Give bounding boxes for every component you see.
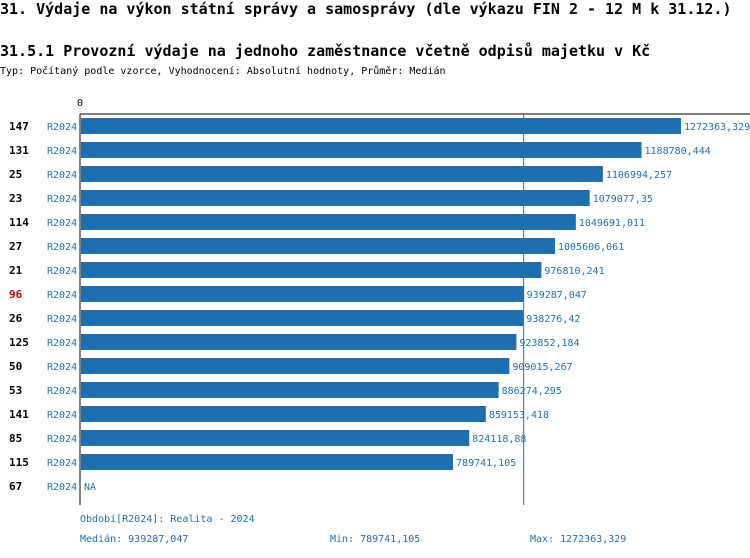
row-period-label: R2024: [47, 146, 77, 157]
bar-value-label: 1079077,35: [593, 194, 653, 205]
row-id-label: 25: [9, 168, 22, 181]
row-id-label: 115: [9, 456, 29, 469]
bar: [81, 430, 470, 446]
bar-value-label: NA: [84, 482, 96, 493]
bar: [81, 190, 590, 206]
bar: [81, 358, 510, 374]
bar: [81, 382, 499, 398]
row-id-label: 53: [9, 384, 22, 397]
bar-value-label: 1106994,257: [606, 170, 672, 181]
bar-value-label: 923852,184: [519, 338, 579, 349]
x-axis-tick-label: 0: [77, 98, 83, 109]
row-id-label: 26: [9, 312, 23, 325]
bar-value-label: 1049691,011: [579, 218, 645, 229]
bar: [81, 454, 454, 470]
row-id-label: 67: [9, 480, 22, 493]
footer-period: Období[R2024]: Realita - 2024: [80, 514, 255, 525]
row-period-label: R2024: [47, 314, 77, 325]
type-line: Typ: Počítaný podle vzorce, Vyhodnocení:…: [0, 66, 446, 77]
bar: [81, 334, 517, 350]
bar-value-label: 824118,88: [472, 434, 526, 445]
bar-value-label: 1188780,444: [645, 146, 711, 157]
bar: [81, 262, 542, 278]
bar: [81, 406, 486, 422]
row-period-label: R2024: [47, 266, 77, 277]
bar-value-label: 789741,105: [456, 458, 516, 469]
bar: [81, 310, 524, 326]
bar-value-label: 939287,047: [527, 290, 587, 301]
row-period-label: R2024: [47, 338, 77, 349]
row-id-label: 125: [9, 336, 29, 349]
row-period-label: R2024: [47, 362, 77, 373]
row-id-label: 141: [9, 408, 29, 421]
bar-value-label: 909015,267: [512, 362, 572, 373]
row-period-label: R2024: [47, 170, 77, 181]
row-id-label: 23: [9, 192, 22, 205]
bar: [81, 286, 524, 302]
row-period-label: R2024: [47, 482, 77, 493]
bar-value-label: 1005606,061: [558, 242, 624, 253]
footer-max: Max: 1272363,329: [530, 534, 627, 545]
row-period-label: R2024: [47, 410, 77, 421]
row-period-label: R2024: [47, 194, 77, 205]
row-id-label: 114: [9, 216, 29, 229]
row-period-label: R2024: [47, 386, 77, 397]
bar-value-label: 938276,42: [526, 314, 580, 325]
bar: [81, 214, 576, 230]
bar-value-label: 1272363,329: [684, 122, 750, 133]
row-id-label: 131: [9, 144, 29, 157]
row-period-label: R2024: [47, 122, 77, 133]
row-id-label: 96: [9, 288, 23, 301]
bar: [81, 118, 681, 134]
bar-chart: 0 147 R2024 1272363,329 131 R2024 1188780,444 2…: [9, 98, 750, 505]
row-id-label: 147: [9, 120, 29, 133]
row-period-label: R2024: [47, 434, 77, 445]
row-period-label: R2024: [47, 218, 77, 229]
row-id-label: 21: [9, 264, 23, 277]
row-id-label: 85: [9, 432, 22, 445]
bar: [81, 142, 642, 158]
bar-value-label: 859153,418: [489, 410, 549, 421]
row-id-label: 27: [9, 240, 22, 253]
row-period-label: R2024: [47, 242, 77, 253]
bar: [81, 166, 603, 182]
bar-value-label: 976810,241: [544, 266, 604, 277]
page-title: 31. Výdaje na výkon státní správy a samo…: [0, 0, 732, 18]
row-period-label: R2024: [47, 458, 77, 469]
bar-value-label: 886274,295: [502, 386, 562, 397]
chart-title: 31.5.1 Provozní výdaje na jednoho zaměst…: [0, 42, 651, 60]
row-period-label: R2024: [47, 290, 77, 301]
footer-min: Min: 789741,105: [330, 534, 421, 545]
bar: [81, 238, 555, 254]
footer-median: Medián: 939287,047: [80, 534, 189, 545]
row-id-label: 50: [9, 360, 22, 373]
